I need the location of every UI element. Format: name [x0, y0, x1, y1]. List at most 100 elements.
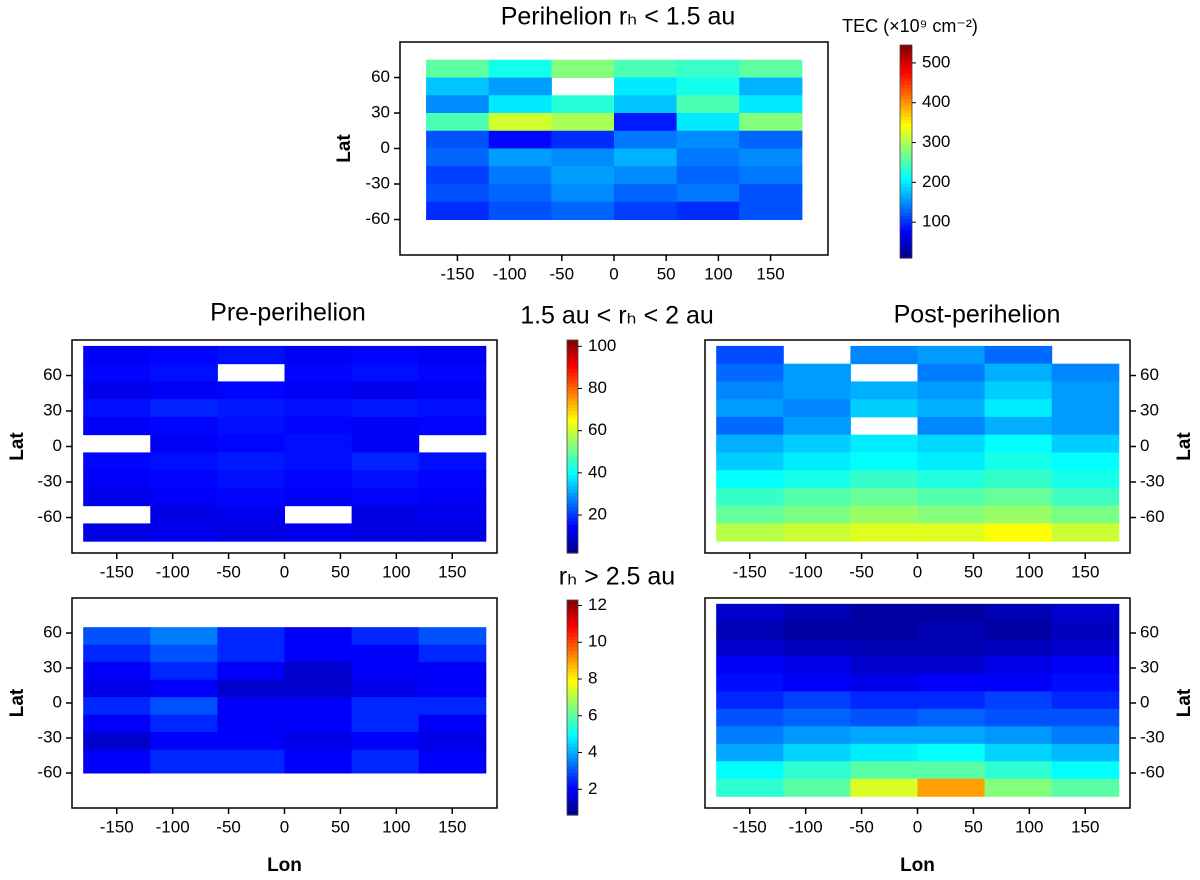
- heat-cell: [551, 59, 615, 78]
- heat-cell: [150, 644, 218, 663]
- heat-cell: [426, 184, 490, 203]
- colorbar-step: [900, 140, 912, 145]
- heat-cell: [1051, 638, 1120, 657]
- colorbar-step: [900, 45, 912, 50]
- colorbar-step: [900, 116, 912, 121]
- panel-title: Pre-perihelion: [210, 299, 366, 327]
- heat-cell: [284, 697, 353, 716]
- colorbar-step: [900, 76, 912, 82]
- heat-cell: [418, 714, 487, 733]
- heat-cell: [850, 603, 918, 622]
- heat-cell: [351, 470, 420, 489]
- x-tick-label: 0: [913, 817, 922, 836]
- colorbar-tick-label: 300: [922, 132, 950, 151]
- colorbar-step: [900, 94, 912, 99]
- heat-cell: [676, 201, 740, 220]
- colorbar-step: [900, 218, 912, 224]
- colorbar-step: [567, 503, 578, 508]
- colorbar-step: [567, 643, 578, 648]
- heat-cell: [351, 644, 420, 663]
- colorbar-step: [567, 425, 578, 430]
- y-tick-label: 0: [381, 138, 390, 157]
- colorbar-tick-label: 400: [922, 92, 950, 111]
- heat-cell: [676, 95, 740, 114]
- colorbar-step: [900, 119, 912, 124]
- colorbar-step: [567, 368, 578, 373]
- x-tick-label: 50: [331, 562, 350, 581]
- x-tick-label: 100: [704, 264, 732, 283]
- heat-cell: [83, 732, 151, 751]
- heat-cell: [850, 691, 918, 710]
- colorbar-tick-label: 60: [588, 420, 607, 439]
- x-tick-label: -150: [733, 562, 767, 581]
- heat-cell: [614, 201, 678, 220]
- heat-cell: [917, 381, 986, 400]
- colorbar-step: [567, 696, 578, 701]
- x-tick-label: -50: [849, 817, 874, 836]
- heat-cell: [716, 761, 784, 780]
- colorbar-step: [567, 743, 578, 748]
- heat-cell: [716, 363, 784, 382]
- heat-cell: [676, 130, 740, 149]
- heat-cell: [716, 603, 784, 622]
- colorbar-step: [900, 137, 912, 142]
- heat-cell: [551, 130, 615, 149]
- x-tick-label: 150: [756, 264, 784, 283]
- heat-cell: [83, 523, 151, 542]
- x-tick-label: 150: [438, 562, 466, 581]
- heat-cell: [614, 184, 678, 203]
- heat-cell: [351, 627, 420, 646]
- heat-cell: [614, 166, 678, 185]
- heat-cell: [83, 363, 151, 382]
- colorbar-step: [567, 414, 578, 419]
- colorbar-step: [900, 201, 912, 206]
- colorbar-step: [567, 467, 578, 472]
- colorbar-step: [567, 347, 578, 352]
- x-tick-label: -100: [156, 817, 190, 836]
- colorbar-step: [567, 617, 578, 623]
- heat-cell: [1051, 708, 1120, 727]
- colorbar-step: [567, 732, 578, 737]
- colorbar-tick-label: 200: [922, 172, 950, 191]
- colorbar-step: [567, 671, 578, 676]
- heat-cell: [783, 470, 851, 489]
- colorbar-step: [567, 739, 578, 744]
- heat-cell: [150, 399, 218, 418]
- heat-cell: [1051, 434, 1120, 453]
- heat-cell: [1051, 487, 1120, 507]
- colorbar-step: [567, 786, 578, 791]
- heat-cell: [150, 487, 218, 507]
- heat-cell: [488, 166, 552, 185]
- heat-cell: [739, 59, 803, 78]
- x-tick-label: -100: [789, 817, 823, 836]
- heat-cell: [418, 644, 487, 663]
- colorbar-step: [567, 350, 578, 355]
- colorbar-step: [567, 746, 578, 752]
- heat-cell: [716, 708, 784, 727]
- heat-cell: [150, 697, 218, 716]
- colorbar-tick-label: 100: [922, 212, 950, 231]
- heat-cell: [850, 470, 918, 489]
- y-tick-label: 0: [1140, 692, 1149, 711]
- colorbar-step: [567, 664, 578, 669]
- heat-cell: [850, 487, 918, 507]
- colorbar-step: [567, 361, 578, 366]
- colorbar-step: [900, 254, 912, 259]
- heat-cell: [83, 749, 151, 774]
- colorbar-step: [567, 725, 578, 730]
- colorbar-step: [900, 158, 912, 163]
- colorbar-step: [900, 162, 912, 167]
- heat-cell: [783, 603, 851, 622]
- heat-cell: [716, 523, 784, 542]
- heat-cell: [984, 743, 1053, 762]
- y-tick-label: 30: [43, 657, 62, 676]
- colorbar-step: [567, 407, 578, 412]
- colorbar-step: [567, 779, 578, 784]
- y-tick-label: 60: [1140, 365, 1159, 384]
- heat-cell: [217, 697, 285, 716]
- y-tick-label: 0: [53, 692, 62, 711]
- heat-cell: [917, 416, 986, 436]
- colorbar-step: [567, 354, 578, 359]
- heat-cell: [676, 184, 740, 203]
- heat-cell: [850, 778, 918, 797]
